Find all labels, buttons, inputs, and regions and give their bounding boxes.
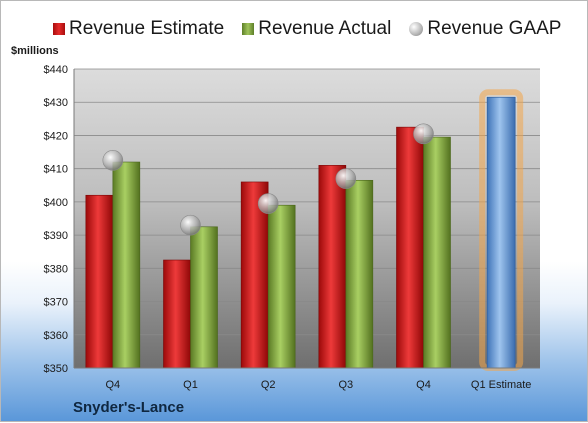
estimate-bar: [240, 181, 269, 369]
gaap-swatch: [409, 22, 424, 36]
y-tick-label: $440: [44, 64, 68, 76]
y-tick-label: $430: [44, 97, 68, 109]
y-tick-label: $400: [44, 197, 68, 209]
y-tick-label: $390: [44, 230, 68, 242]
legend-label-gaap: Revenue GAAP: [427, 18, 562, 39]
y-tick-label: $420: [44, 130, 68, 142]
y-tick-label: $380: [44, 263, 68, 275]
gaap-marker: [102, 150, 124, 171]
actual-bar: [112, 161, 141, 369]
plot-area: [74, 69, 540, 368]
legend-item-gaap: Revenue GAAP: [409, 18, 561, 40]
gaap-marker: [257, 193, 279, 214]
estimate-bar: [396, 126, 424, 369]
estimate-swatch: [53, 23, 65, 35]
legend-label-estimate: Revenue Estimate: [69, 18, 225, 39]
y-tick-label: $410: [44, 164, 68, 176]
x-tick-label: Q4: [105, 379, 120, 391]
projected-bar: [486, 96, 516, 369]
company-name: Snyder's-Lance: [73, 399, 185, 416]
x-tick-label: Q3: [338, 379, 353, 391]
legend-item-actual: Revenue Actual: [242, 18, 391, 40]
actual-bar: [267, 204, 296, 369]
actual-bar: [345, 179, 374, 369]
actual-swatch: [242, 23, 255, 35]
x-tick-label: Q4: [416, 379, 431, 391]
actual-bar: [423, 136, 451, 369]
gaap-marker: [180, 214, 201, 236]
legend-item-estimate: Revenue Estimate: [53, 18, 224, 40]
x-tick-label: Q2: [261, 379, 276, 391]
units-label: $millions: [11, 45, 59, 57]
y-tick-label: $370: [44, 297, 68, 309]
y-tick-label: $360: [44, 330, 68, 342]
gaap-marker: [413, 123, 434, 145]
estimate-bar: [163, 259, 191, 369]
legend: Revenue Estimate Revenue Actual Revenue …: [53, 17, 561, 41]
estimate-bar: [318, 165, 347, 369]
legend-label-actual: Revenue Actual: [258, 18, 392, 39]
x-tick-label: Q1 Estimate: [471, 379, 532, 391]
y-tick-label: $350: [44, 363, 68, 375]
gaap-marker: [335, 168, 357, 189]
actual-bar: [190, 226, 218, 369]
x-tick-label: Q1: [183, 379, 198, 391]
estimate-bar: [85, 194, 114, 369]
